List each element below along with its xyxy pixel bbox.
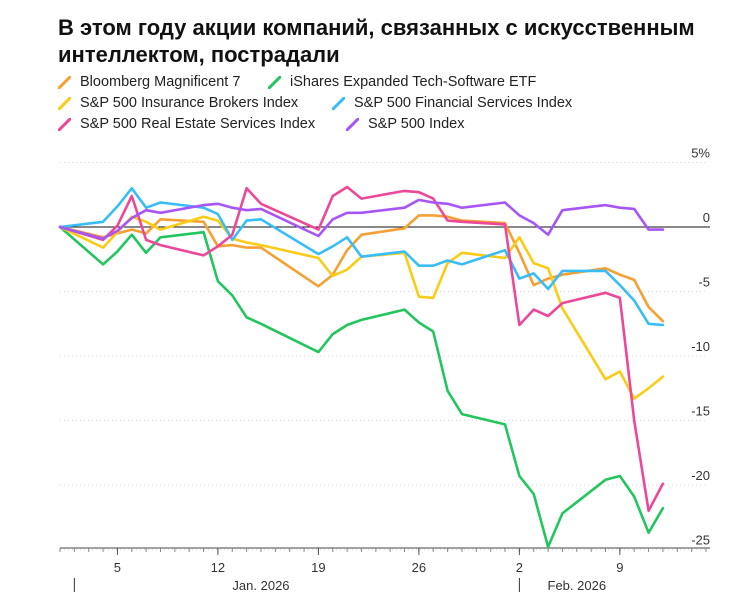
- legend-item: Bloomberg Magnificent 7: [58, 74, 240, 90]
- y-tick-label: -5: [698, 275, 710, 290]
- legend-swatch: [268, 75, 281, 89]
- series-line-5: [58, 198, 665, 240]
- series-line-2: [58, 215, 665, 400]
- legend-label: iShares Expanded Tech-Software ETF: [290, 74, 537, 90]
- x-tick-label: 12: [211, 560, 225, 575]
- legend-item: iShares Expanded Tech-Software ETF: [268, 74, 536, 90]
- series-line-1: [58, 225, 665, 549]
- y-tick-label: -10: [691, 339, 710, 354]
- legend-item: S&P 500 Index: [346, 116, 464, 132]
- x-tick-label: 9: [616, 560, 623, 575]
- legend-swatch: [346, 117, 359, 131]
- legend-label: Bloomberg Magnificent 7: [80, 74, 241, 90]
- legend-item: S&P 500 Financial Services Index: [332, 95, 572, 111]
- y-tick-label: -15: [691, 404, 710, 419]
- legend-item: S&P 500 Insurance Brokers Index: [58, 95, 298, 111]
- legend-swatch: [58, 96, 71, 110]
- x-tick-label: 19: [311, 560, 325, 575]
- month-label: Feb. 2026: [548, 578, 607, 593]
- legend-swatch: [58, 117, 71, 131]
- legend-label: S&P 500 Financial Services Index: [354, 95, 573, 111]
- legend-item: S&P 500 Real Estate Services Index: [58, 116, 315, 132]
- x-tick-label: 5: [114, 560, 121, 575]
- series-line-3: [58, 187, 665, 327]
- y-tick-label: 0: [703, 210, 710, 225]
- x-tick-label: 26: [412, 560, 426, 575]
- legend-label: S&P 500 Index: [368, 116, 465, 132]
- series-line-0: [58, 214, 665, 323]
- month-label: Jan. 2026: [232, 578, 289, 593]
- y-tick-label: -20: [691, 468, 710, 483]
- x-tick-label: 2: [516, 560, 523, 575]
- y-tick-label: -25: [691, 533, 710, 548]
- legend-label: S&P 500 Insurance Brokers Index: [80, 95, 299, 111]
- chart-title: В этом году акции компаний, связанных с …: [58, 15, 695, 67]
- y-tick-label: 5%: [691, 146, 710, 161]
- legend-swatch: [332, 96, 345, 110]
- series-line-4: [58, 185, 665, 513]
- legend-swatch: [58, 75, 71, 89]
- legend-label: S&P 500 Real Estate Services Index: [80, 116, 316, 132]
